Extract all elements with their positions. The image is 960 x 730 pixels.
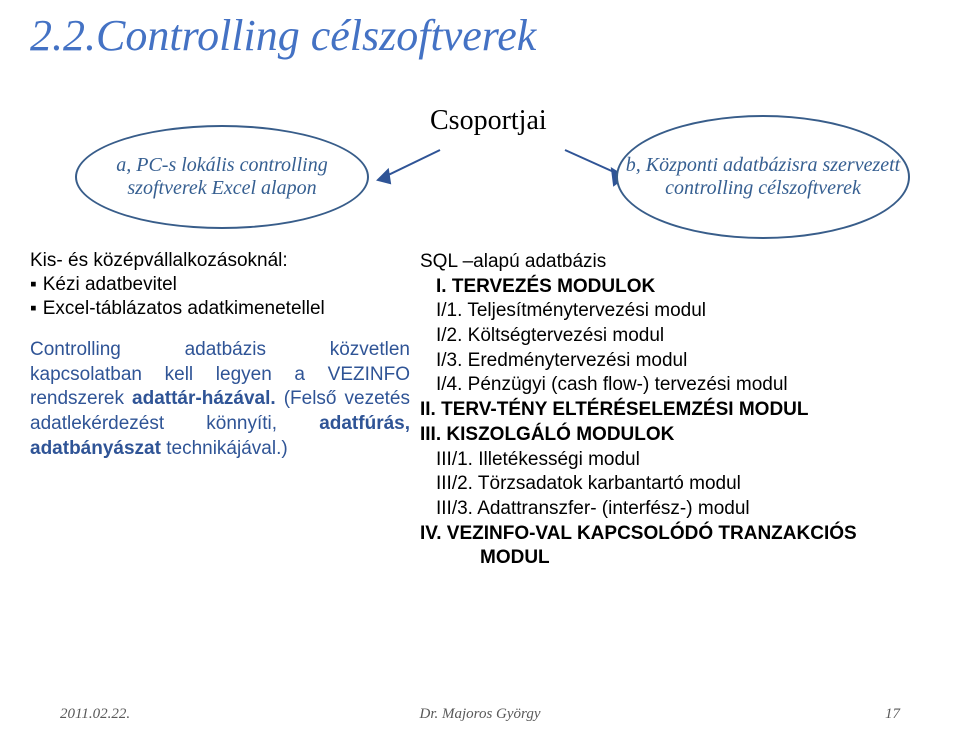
arrow-left [370, 145, 450, 195]
groups-heading: Csoportjai [430, 105, 547, 137]
heading-iv-a: IV. VEZINFO-VAL KAPCSOLÓDÓ TRANZAKCIÓS [420, 522, 950, 547]
item-i1: I/1. Teljesítménytervezési modul [436, 299, 950, 324]
footer-page: 17 [885, 706, 900, 723]
heading-i: I. TERVEZÉS MODULOK [436, 275, 950, 300]
heading-ii: II. TERV-TÉNY ELTÉRÉSELEMZÉSI MODUL [420, 398, 950, 423]
heading-iii: III. KISZOLGÁLÓ MODULOK [420, 423, 950, 448]
ellipse-b: b, Központi adatbázisra szervezett contr… [616, 115, 910, 239]
item-i2: I/2. Költségtervezési modul [436, 324, 950, 349]
item-iii1: III/1. Illetékességi modul [436, 448, 950, 473]
ellipse-a: a, PC-s lokális controlling szoftverek E… [75, 125, 369, 229]
item-i4: I/4. Pénzügyi (cash flow-) tervezési mod… [436, 373, 950, 398]
right-column: SQL –alapú adatbázis I. TERVEZÉS MODULOK… [420, 250, 950, 571]
left-intro: Kis- és középvállalkozásoknál: [30, 250, 410, 272]
blue-text-3: technikájával.) [161, 438, 288, 459]
blue-bold-1: adattár-házával. [132, 388, 276, 409]
item-iii2: III/2. Törzsadatok karbantartó modul [436, 472, 950, 497]
left-bullet-2: Excel-táblázatos adatkimenetellel [30, 298, 410, 320]
left-bullet-1: Kézi adatbevitel [30, 274, 410, 296]
left-blue-paragraph: Controlling adatbázis közvetlen kapcsola… [30, 338, 410, 461]
heading-iv-b: MODUL [480, 546, 950, 571]
item-i3: I/3. Eredménytervezési modul [436, 349, 950, 374]
sql-line: SQL –alapú adatbázis [420, 250, 950, 275]
left-column: Kis- és középvállalkozásoknál: Kézi adat… [30, 250, 410, 461]
slide-title: 2.2.Controlling célszoftverek [30, 10, 960, 61]
item-iii3: III/3. Adattranszfer- (interfész-) modul [436, 497, 950, 522]
footer-author: Dr. Majoros György [0, 706, 960, 723]
